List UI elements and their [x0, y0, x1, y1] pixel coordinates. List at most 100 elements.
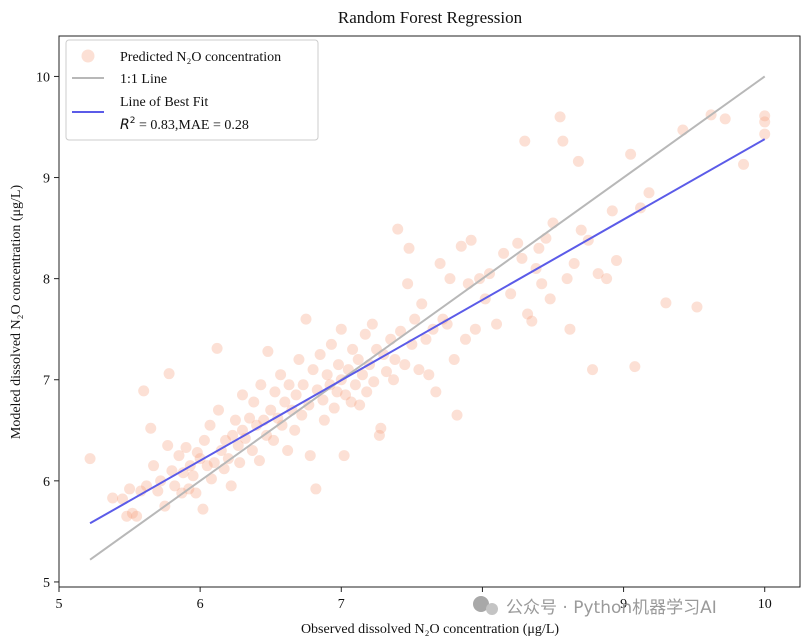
- data-point: [255, 379, 267, 391]
- data-point: [84, 453, 96, 465]
- x-tick-label: 10: [758, 597, 772, 612]
- data-point: [465, 234, 477, 246]
- data-point: [246, 445, 258, 457]
- data-point: [260, 429, 272, 441]
- data-point: [691, 301, 703, 313]
- data-point: [107, 492, 119, 504]
- data-point: [402, 278, 414, 290]
- data-point: [131, 510, 143, 522]
- data-point: [177, 467, 189, 479]
- data-point: [297, 379, 309, 391]
- data-point: [328, 402, 340, 414]
- data-point: [338, 450, 350, 462]
- data-point: [592, 268, 604, 280]
- x-tick-label: 6: [197, 597, 204, 612]
- data-point: [522, 308, 534, 320]
- data-point: [197, 503, 209, 515]
- y-tick-label: 7: [43, 374, 50, 389]
- data-point: [519, 135, 531, 147]
- data-point: [434, 257, 446, 269]
- data-point: [325, 338, 337, 350]
- data-point: [173, 450, 185, 462]
- watermark: 公众号 · Python机器学习AI: [473, 596, 717, 618]
- wechat-icon-small: [486, 603, 498, 615]
- y-tick-label: 8: [43, 273, 50, 288]
- data-point: [289, 424, 301, 436]
- data-point: [148, 460, 160, 472]
- x-tick-label: 5: [56, 597, 63, 612]
- data-point: [392, 223, 404, 235]
- data-point: [248, 396, 260, 408]
- data-point: [162, 439, 174, 451]
- data-point: [145, 422, 157, 434]
- data-point: [293, 354, 305, 366]
- data-point: [359, 328, 371, 340]
- data-point: [317, 394, 329, 406]
- x-tick-label: 9: [620, 597, 627, 612]
- y-tick-label: 9: [43, 172, 50, 187]
- data-point: [368, 376, 380, 388]
- axis-ticks: 56789105678910: [36, 70, 772, 612]
- data-point: [444, 273, 456, 285]
- data-point: [611, 254, 623, 266]
- data-point: [601, 273, 613, 285]
- data-point: [536, 278, 548, 290]
- legend-marker-points: [81, 49, 95, 63]
- data-point: [152, 485, 164, 497]
- data-point: [276, 419, 288, 431]
- data-point: [187, 470, 199, 482]
- chart-title: Random Forest Regression: [338, 8, 523, 27]
- data-point: [561, 273, 573, 285]
- data-point: [388, 374, 400, 386]
- data-point: [205, 473, 217, 485]
- data-point: [208, 457, 220, 469]
- data-point: [557, 135, 569, 147]
- y-tick-label: 6: [43, 475, 50, 490]
- x-axis-title: Observed dissolved N₂O concentration (μg…: [301, 622, 559, 637]
- data-point: [459, 333, 471, 345]
- data-point: [212, 404, 224, 416]
- data-point: [606, 205, 618, 217]
- data-point: [375, 422, 387, 434]
- data-point: [352, 354, 364, 366]
- legend-r2-symbol: R: [120, 117, 130, 133]
- legend-stats: R2 = 0.83,MAE = 0.28: [120, 116, 249, 133]
- y-axis-title: Modeled dissolved N₂O concentration (μg/…: [9, 185, 24, 440]
- data-point: [198, 434, 210, 446]
- data-point: [469, 323, 481, 335]
- data-point: [262, 345, 274, 357]
- legend-stats-values: = 0.83,MAE = 0.28: [135, 118, 248, 133]
- data-point: [282, 445, 294, 457]
- data-point: [229, 414, 241, 426]
- data-point: [335, 323, 347, 335]
- data-point: [759, 116, 771, 128]
- data-point: [403, 242, 415, 254]
- data-point: [253, 455, 265, 467]
- data-point: [318, 414, 330, 426]
- data-point: [220, 434, 232, 446]
- data-point: [222, 453, 234, 465]
- data-point: [505, 288, 517, 300]
- data-point: [304, 450, 316, 462]
- data-point: [448, 354, 460, 366]
- data-point: [361, 386, 373, 398]
- data-point: [568, 257, 580, 269]
- data-point: [340, 389, 352, 401]
- data-point: [310, 483, 322, 495]
- data-point: [307, 364, 319, 376]
- data-point: [416, 298, 428, 310]
- data-point: [430, 386, 442, 398]
- data-point: [395, 325, 407, 337]
- data-point: [232, 439, 244, 451]
- data-point: [124, 483, 136, 495]
- data-point: [738, 158, 750, 170]
- legend-r2-exponent: 2: [130, 116, 136, 126]
- data-point: [303, 399, 315, 411]
- data-point: [234, 457, 246, 469]
- data-point: [300, 313, 312, 325]
- wechat-icon: [473, 596, 489, 612]
- legend-label-identity: 1:1 Line: [120, 72, 167, 87]
- reference-lines: [89, 75, 766, 561]
- data-point: [169, 480, 181, 492]
- data-point: [564, 323, 576, 335]
